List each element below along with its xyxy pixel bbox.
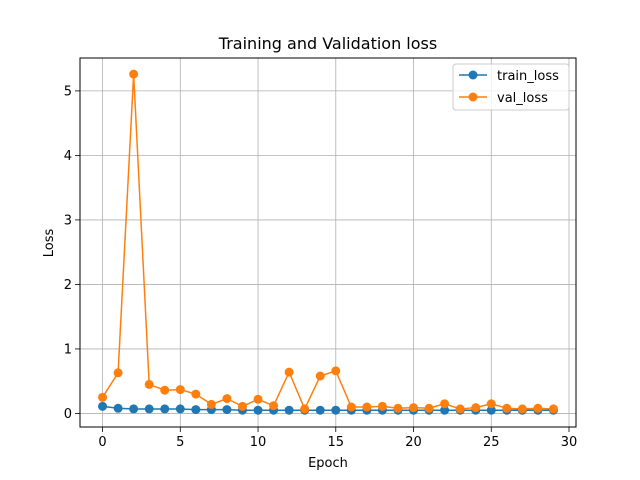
x-tick-label: 15: [328, 435, 345, 450]
data-point-val-loss: [517, 404, 527, 414]
data-point-val-loss: [98, 392, 108, 402]
y-tick-label: 0: [64, 407, 72, 422]
data-point-val-loss: [269, 401, 279, 411]
data-point-train-loss: [144, 404, 154, 414]
y-tick-label: 1: [64, 342, 72, 357]
data-point-val-loss: [471, 403, 481, 413]
x-tick-label: 20: [405, 435, 422, 450]
data-point-train-loss: [160, 404, 170, 414]
data-point-train-loss: [129, 404, 139, 414]
data-point-val-loss: [533, 403, 543, 413]
data-point-val-loss: [548, 404, 558, 414]
x-tick-label: 25: [483, 435, 500, 450]
y-tick-label: 2: [64, 278, 72, 293]
x-tick-label: 5: [176, 435, 184, 450]
data-point-val-loss: [502, 403, 512, 413]
data-point-val-loss: [455, 404, 465, 414]
x-tick-label: 30: [561, 435, 578, 450]
data-point-val-loss: [253, 394, 263, 404]
data-point-train-loss: [284, 405, 294, 415]
data-point-train-loss: [331, 405, 341, 415]
y-axis-label: Loss: [42, 229, 57, 258]
legend-label-val-loss: val_loss: [497, 91, 548, 106]
grid-lines: [80, 58, 576, 427]
x-tick-label: 10: [250, 435, 267, 450]
data-point-train-loss: [315, 405, 325, 415]
x-tick-label: 0: [98, 435, 106, 450]
data-point-train-loss: [222, 405, 232, 415]
data-point-val-loss: [393, 403, 403, 413]
data-point-train-loss: [486, 405, 496, 415]
data-point-val-loss: [175, 385, 185, 395]
data-point-val-loss: [129, 69, 139, 79]
data-point-val-loss: [377, 401, 387, 411]
plot-area-frame: [79, 57, 577, 428]
data-point-val-loss: [409, 403, 419, 413]
data-point-val-loss: [424, 403, 434, 413]
data-point-train-loss: [98, 401, 108, 411]
data-point-val-loss: [315, 371, 325, 381]
data-point-train-loss: [253, 405, 263, 415]
y-tick-label: 4: [64, 149, 72, 164]
chart-title: Training and Validation loss: [218, 34, 437, 53]
data-point-train-loss: [113, 403, 123, 413]
data-point-val-loss: [206, 399, 216, 409]
y-tick-label: 5: [64, 84, 72, 99]
legend-marker-train-loss: [468, 70, 478, 80]
data-point-val-loss: [362, 402, 372, 412]
data-point-val-loss: [144, 379, 154, 389]
legend-label-train-loss: train_loss: [497, 69, 559, 84]
data-point-val-loss: [160, 385, 170, 395]
data-point-train-loss: [175, 404, 185, 414]
data-point-val-loss: [284, 367, 294, 377]
data-point-val-loss: [237, 401, 247, 411]
data-point-val-loss: [222, 394, 232, 404]
series-layer: [98, 69, 558, 415]
data-point-val-loss: [440, 399, 450, 409]
x-axis-ticks: 0 5 10 15 20 25 30: [98, 427, 577, 450]
data-point-val-loss: [191, 389, 201, 399]
data-point-val-loss: [486, 399, 496, 409]
data-point-val-loss: [300, 404, 310, 414]
y-tick-label: 3: [64, 213, 72, 228]
data-point-val-loss: [113, 368, 123, 378]
data-point-train-loss: [191, 405, 201, 415]
legend: train_loss val_loss: [452, 63, 570, 111]
x-axis-label: Epoch: [308, 456, 348, 471]
data-point-val-loss: [331, 366, 341, 376]
legend-marker-val-loss: [468, 92, 478, 102]
data-point-val-loss: [346, 402, 356, 412]
data-point-train-loss: [440, 405, 450, 415]
y-axis-ticks: 0 1 2 3 4 5: [64, 84, 80, 422]
